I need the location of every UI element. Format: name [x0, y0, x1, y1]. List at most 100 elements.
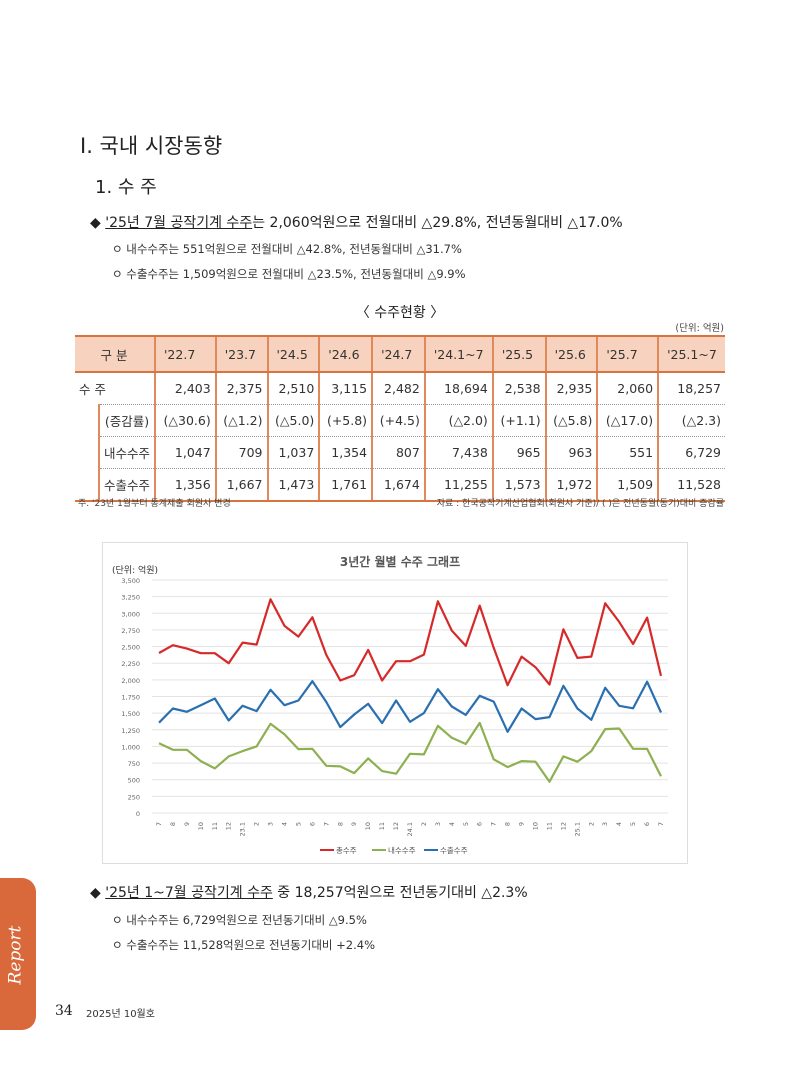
column-header: '24.1~7: [423, 335, 493, 373]
side-tab-label: Report: [5, 925, 26, 985]
x-tick-label: 5: [629, 822, 637, 826]
table-cell: (△2.0): [423, 404, 493, 437]
x-tick-label: 11: [378, 822, 386, 830]
chart-unit-label: (단위: 억원): [112, 566, 159, 576]
table-cell: (△5.0): [266, 404, 320, 437]
headline-underlined: '25년 7월 공작기계 수주: [105, 215, 253, 231]
x-tick-label: 23.1: [239, 822, 247, 836]
table-cell: 1,972: [544, 468, 598, 502]
table-cell: 11,255: [423, 468, 493, 502]
table-cell: 2,538: [491, 372, 546, 405]
x-tick-label: 11: [211, 822, 219, 830]
table-row: 내수수주 1,047 709 1,037 1,354 807 7,438 965 963 551 6…: [75, 436, 725, 469]
x-tick-label: 3: [267, 822, 275, 826]
series-line-1: [158, 721, 662, 783]
y-tick-label: 3,000: [121, 610, 140, 618]
orders-table: 구 분 '22.7'23.7'24.5'24.6'24.7'24.1~7'25.5…: [75, 335, 725, 502]
legend-label: 수출수주: [440, 845, 468, 855]
table-cell: 2,375: [214, 372, 268, 405]
series-line-2: [158, 680, 663, 733]
y-tick-label: 0: [136, 810, 140, 818]
table-cell: 1,761: [318, 468, 373, 502]
table-cell: 18,257: [657, 372, 725, 405]
table-cell: 1,473: [266, 468, 320, 502]
x-tick-label: 5: [294, 822, 302, 826]
table-cell: (△5.8): [544, 404, 598, 437]
y-tick-label: 3,500: [121, 577, 140, 585]
column-header: 구 분: [75, 335, 155, 373]
x-tick-label: 6: [476, 822, 484, 826]
x-tick-label: 9: [350, 822, 358, 826]
y-tick-label: 2,250: [121, 660, 140, 668]
y-tick-label: 2,000: [121, 677, 140, 685]
x-tick-label: 5: [462, 822, 470, 826]
x-tick-label: 10: [532, 822, 540, 830]
column-header: '25.5: [491, 335, 546, 373]
summary-headline: ◆ '25년 7월 공작기계 수주는 2,060억원으로 전월대비 △29.8%…: [90, 212, 623, 232]
summary-headline-ytd: ◆ '25년 1~7월 공작기계 수주 중 18,257억원으로 전년동기대비 …: [90, 882, 528, 902]
table-note: 주. '23년 1월부터 통계제출 회원사 변경: [78, 499, 231, 509]
x-tick-label: 12: [225, 822, 233, 830]
table-header-row: 구 분 '22.7'23.7'24.5'24.6'24.7'24.1~7'25.5…: [75, 335, 725, 373]
table-cell: 2,935: [544, 372, 598, 405]
x-tick-label: 12: [392, 822, 400, 830]
table-row: 수 주 2,403 2,375 2,510 3,115 2,482 18,694 2,538 2…: [75, 372, 725, 405]
x-tick-label: 3: [601, 822, 609, 826]
table-cell: 1,667: [214, 468, 268, 502]
table-cell: 1,047: [154, 436, 216, 469]
x-tick-label: 3: [434, 822, 442, 826]
row-label: 수출수주: [98, 468, 155, 502]
x-tick-label: 10: [197, 822, 205, 830]
y-tick-label: 750: [128, 760, 140, 768]
diamond-bullet-icon: ◆: [90, 885, 101, 901]
issue-label: 2025년 10월호: [86, 1009, 155, 1020]
column-header: '25.6: [544, 335, 598, 373]
x-tick-label: 9: [183, 822, 191, 826]
column-header: '23.7: [214, 335, 268, 373]
page-number: 34: [55, 1003, 73, 1019]
table-cell: 1,356: [154, 468, 216, 502]
column-header: '22.7: [154, 335, 216, 373]
x-tick-label: 4: [280, 822, 288, 826]
column-header: '24.6: [318, 335, 373, 373]
table-cell: (+4.5): [371, 404, 425, 437]
x-tick-label: 10: [364, 822, 372, 830]
x-tick-label: 11: [545, 822, 553, 830]
table-cell: 1,573: [491, 468, 546, 502]
y-tick-label: 2,500: [121, 644, 140, 652]
table-caption: 〈 수주현황 〉: [355, 305, 445, 321]
legend-label: 총수주: [336, 846, 357, 855]
summary-item: ㅇ 내수수주는 6,729억원으로 전년동기대비 △9.5%: [112, 913, 367, 927]
column-header: '25.7: [596, 335, 659, 373]
x-tick-label: 7: [155, 822, 163, 826]
series-line-0: [158, 598, 663, 687]
y-tick-label: 250: [128, 793, 140, 801]
table-row: (증감률) (△30.6) (△1.2) (△5.0) (+5.8) (+4.5) (△2.…: [75, 404, 725, 437]
table-cell: 807: [371, 436, 425, 469]
x-tick-label: 4: [448, 822, 456, 826]
x-tick-label: 8: [169, 822, 177, 826]
x-tick-label: 7: [657, 822, 665, 826]
headline-rest: 는 2,060억원으로 전월대비 △29.8%, 전년동월대비 △17.0%: [252, 215, 623, 231]
table-cell: 1,037: [266, 436, 320, 469]
x-tick-label: 24.1: [406, 822, 414, 836]
x-tick-label: 7: [490, 822, 498, 826]
table-cell: 2,482: [371, 372, 425, 405]
table-cell: 709: [214, 436, 268, 469]
row-label: (증감률): [98, 404, 155, 437]
y-tick-label: 1,750: [121, 694, 140, 702]
chart-title: 3년간 월별 수주 그래프: [339, 555, 461, 569]
table-cell: 2,403: [154, 372, 216, 405]
x-tick-label: 6: [308, 822, 316, 826]
section-title: Ⅰ. 국내 시장동향: [80, 134, 223, 158]
summary-item: ㅇ 수출수주는 11,528억원으로 전년동기대비 +2.4%: [112, 938, 375, 952]
table-cell: 7,438: [423, 436, 493, 469]
table-cell: 551: [596, 436, 659, 469]
table-row: 수출수주 1,356 1,667 1,473 1,761 1,674 11,255 1,573…: [75, 468, 725, 502]
table-cell: 965: [491, 436, 546, 469]
table-cell: 1,509: [596, 468, 659, 502]
summary-item: ㅇ 수출수주는 1,509억원으로 전월대비 △23.5%, 전년동월대비 △9…: [112, 267, 466, 281]
table-cell: (△2.3): [657, 404, 725, 437]
y-tick-label: 2,750: [121, 627, 140, 635]
table-unit: (단위: 억원): [675, 323, 724, 334]
